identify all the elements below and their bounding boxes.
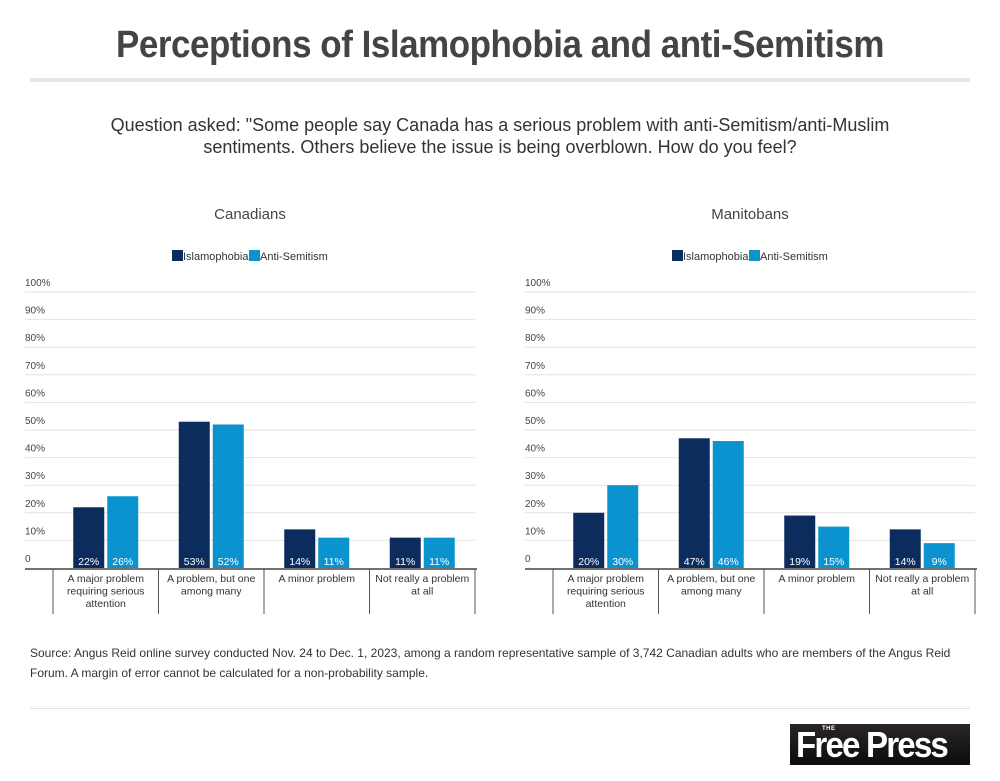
- bar-value-label: 11%: [429, 556, 449, 568]
- y-tick-label: 30%: [25, 471, 45, 482]
- bar-value-label: 46%: [718, 556, 739, 568]
- y-tick-label: 20%: [25, 499, 45, 510]
- x-category-label: A major problem: [68, 573, 145, 585]
- bar-value-label: 53%: [184, 556, 205, 568]
- x-category-label: A problem, but one: [167, 573, 255, 585]
- y-tick-label: 20%: [525, 499, 545, 510]
- y-tick-label: 0: [525, 554, 531, 565]
- bar-value-label: 47%: [684, 556, 705, 568]
- bar-islamophobia: [784, 515, 816, 568]
- footer-divider: [30, 708, 970, 709]
- legend-swatch-anti-semitism: [749, 250, 760, 261]
- x-category-label: among many: [681, 586, 742, 598]
- x-category-label: Not really a problem: [375, 573, 469, 585]
- legend-label-islamophobia: Islamophobia: [183, 251, 249, 263]
- bar-value-label: 30%: [612, 556, 633, 568]
- bar-islamophobia: [73, 507, 105, 568]
- x-category-label: Not really a problem: [875, 573, 969, 585]
- y-tick-label: 50%: [25, 416, 45, 427]
- y-tick-label: 50%: [525, 416, 545, 427]
- y-tick-label: 100%: [525, 278, 551, 289]
- bar-anti-semitism: [318, 537, 350, 568]
- page-title: Perceptions of Islamophobia and anti-Sem…: [116, 24, 884, 66]
- bar-value-label: 52%: [218, 556, 239, 568]
- legend-swatch-islamophobia: [672, 250, 683, 261]
- bar-islamophobia: [678, 438, 710, 568]
- bar-value-label: 26%: [112, 556, 133, 568]
- bar-value-label: 14%: [289, 556, 310, 568]
- bar-value-label: 9%: [932, 556, 947, 568]
- legend: Islamophobia Anti-Semitism: [672, 250, 828, 263]
- x-category-label: A major problem: [568, 573, 645, 585]
- legend-swatch-anti-semitism: [249, 250, 260, 261]
- source-note: Source: Angus Reid online survey conduct…: [30, 646, 951, 680]
- bar-islamophobia: [889, 529, 921, 568]
- question-line-1: Question asked: "Some people say Canada …: [110, 115, 890, 135]
- bar-anti-semitism: [712, 441, 744, 568]
- question-line-2: sentiments. Others believe the issue is …: [203, 137, 797, 157]
- x-category-label: A minor problem: [279, 573, 356, 585]
- y-tick-label: 10%: [25, 526, 45, 537]
- question-text: Question asked: "Some people say Canada …: [40, 114, 960, 158]
- y-tick-label: 60%: [25, 388, 45, 399]
- x-category-label: requiring serious: [567, 586, 645, 598]
- bar-value-label: 20%: [578, 556, 599, 568]
- legend: Islamophobia Anti-Semitism: [172, 250, 328, 263]
- x-category-label: at all: [411, 586, 433, 598]
- x-category-label: requiring serious: [67, 586, 145, 598]
- bar-islamophobia: [389, 537, 421, 568]
- x-category-label: among many: [181, 586, 242, 598]
- bar-anti-semitism: [818, 526, 850, 568]
- logo-name: Free Press: [796, 724, 949, 765]
- bar-anti-semitism: [607, 485, 639, 568]
- bar-islamophobia: [284, 529, 316, 568]
- bar-anti-semitism: [212, 424, 244, 568]
- x-category-label: attention: [86, 598, 126, 610]
- bar-anti-semitism: [107, 496, 139, 568]
- title-divider: [30, 78, 970, 82]
- bar-value-label: 15%: [823, 556, 844, 568]
- chart-manitobans: Manitobans Islamophobia Anti-Semitism 0 10% 2…: [500, 190, 1000, 620]
- chart-title: Canadians: [214, 206, 286, 223]
- legend-label-islamophobia: Islamophobia: [683, 251, 749, 263]
- chart-svg-canadians: Canadians Islamophobia Anti-Semitism 0 10% 20…: [25, 206, 477, 614]
- y-tick-label: 0: [25, 554, 31, 565]
- y-tick-label: 60%: [525, 388, 545, 399]
- bar-value-label: 19%: [789, 556, 810, 568]
- bar-value-label: 14%: [895, 556, 916, 568]
- chart-canadians: Canadians Islamophobia Anti-Semitism 0 10% 20…: [0, 190, 500, 620]
- y-tick-label: 10%: [525, 526, 545, 537]
- y-tick-label: 100%: [25, 278, 51, 289]
- y-tick-label: 30%: [525, 471, 545, 482]
- bar-value-label: 22%: [78, 556, 99, 568]
- legend-label-anti-semitism: Anti-Semitism: [260, 251, 328, 263]
- y-tick-label: 90%: [25, 306, 45, 317]
- y-tick-label: 70%: [525, 361, 545, 372]
- x-category-label: attention: [586, 598, 626, 610]
- legend-swatch-islamophobia: [172, 250, 183, 261]
- x-category-label: at all: [911, 586, 933, 598]
- chart-title: Manitobans: [711, 206, 789, 223]
- legend-label-anti-semitism: Anti-Semitism: [760, 251, 828, 263]
- bar-value-label: 11%: [324, 556, 344, 568]
- y-tick-label: 80%: [25, 333, 45, 344]
- y-tick-label: 70%: [25, 361, 45, 372]
- y-tick-label: 80%: [525, 333, 545, 344]
- x-category-label: A problem, but one: [667, 573, 755, 585]
- chart-svg-manitobans: Manitobans Islamophobia Anti-Semitism 0 10% 2…: [525, 206, 977, 614]
- bar-anti-semitism: [423, 537, 455, 568]
- y-tick-label: 40%: [25, 444, 45, 455]
- logo-the: THE: [822, 726, 836, 732]
- y-tick-label: 40%: [525, 444, 545, 455]
- y-tick-label: 90%: [525, 306, 545, 317]
- bar-islamophobia: [178, 421, 210, 568]
- bar-islamophobia: [573, 512, 605, 568]
- x-category-label: A minor problem: [779, 573, 856, 585]
- bar-anti-semitism: [923, 543, 955, 568]
- free-press-logo[interactable]: Free Press THE: [790, 724, 970, 765]
- bar-value-label: 11%: [395, 556, 415, 568]
